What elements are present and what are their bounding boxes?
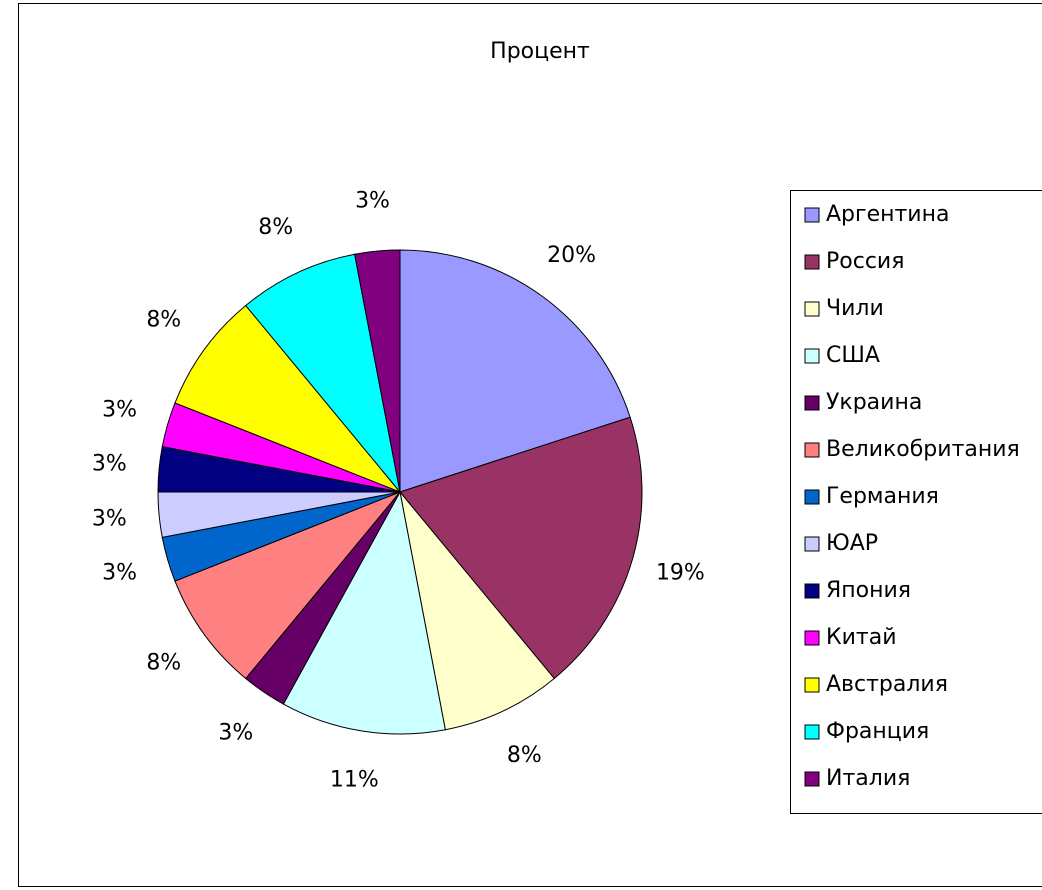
legend-swatch [804,630,820,646]
data-label: 8% [146,651,181,676]
legend-swatch [804,442,820,458]
pie-slice [399,416,643,680]
data-label: 20% [547,243,596,268]
legend-swatch [804,771,820,787]
chart-title: Процент [490,39,590,64]
data-label: 3% [218,721,253,746]
pie-slice [399,491,555,731]
legend-label: Великобритания [826,437,1020,462]
legend-label: ЮАР [826,531,878,556]
pie-slice [174,491,401,680]
legend-label: Чили [826,296,884,321]
legend-label: Китай [826,625,897,650]
legend-swatch [804,583,820,599]
legend-label: Россия [826,249,904,274]
pie-slice [399,249,631,493]
legend-swatch [804,489,820,505]
data-label: 8% [258,215,293,240]
legend-label: Украина [826,390,922,415]
data-label: 3% [355,188,390,213]
legend-label: США [826,343,880,368]
legend-swatch [804,254,820,270]
legend-swatch [804,207,820,223]
data-label: 3% [102,560,137,585]
pie-slice [245,253,401,493]
data-label: 8% [507,743,542,768]
data-label: 3% [102,398,137,423]
legend-label: Италия [826,766,910,791]
data-label: 3% [92,452,127,477]
data-label: 8% [146,307,181,332]
data-label: 11% [330,767,379,792]
legend-box [790,190,1042,814]
legend-label: Австралия [826,672,948,697]
legend-swatch [804,395,820,411]
legend-swatch [804,677,820,693]
pie-slice [282,490,446,735]
legend-label: Франция [826,719,929,744]
data-label: 3% [92,506,127,531]
legend-swatch [804,724,820,740]
legend-swatch [804,536,820,552]
pie-slice [354,249,401,493]
legend-swatch [804,348,820,364]
legend-label: Аргентина [826,202,949,227]
data-label: 19% [656,560,705,585]
legend-swatch [804,301,820,317]
pie-slice [174,304,401,493]
legend-label: Германия [826,484,939,509]
legend-label: Япония [826,578,911,603]
